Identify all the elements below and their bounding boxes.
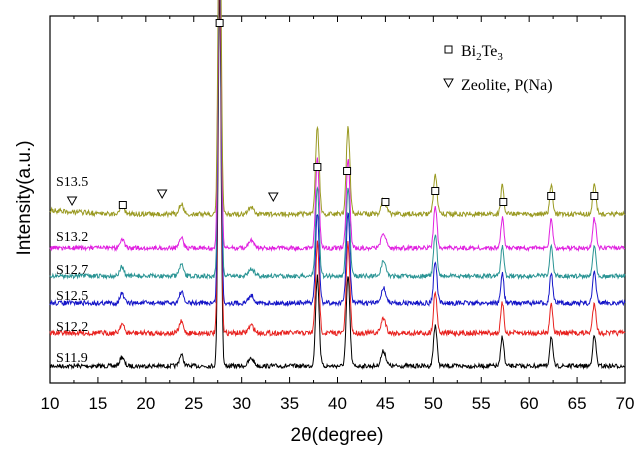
x-tick-label-35: 35 — [280, 394, 299, 413]
series-label-S13.5: S13.5 — [56, 175, 88, 190]
legend: Bi2Te3 Zeolite, P(Na) — [443, 43, 553, 94]
phase-markers — [66, 19, 599, 209]
series-line-S12.7 — [49, 0, 626, 281]
plot-frame — [49, 15, 626, 384]
legend-bi2te3-part3: Te — [482, 43, 498, 60]
series-line-S13.2 — [49, 0, 626, 253]
series-label-S12.5: S12.5 — [56, 289, 88, 304]
bi2te3-marker — [381, 198, 390, 206]
zeolite-marker — [156, 189, 168, 200]
legend-bi2te3-part1: Bi — [461, 43, 477, 60]
x-tick-label-70: 70 — [616, 394, 635, 413]
series-line-S12.5 — [49, 0, 626, 308]
y-axis-title: Intensity(a.u.) — [14, 140, 35, 255]
zeolite-marker — [66, 196, 78, 207]
x-tick-label-55: 55 — [472, 394, 491, 413]
legend-triangle-marker — [443, 78, 454, 89]
bi2te3-marker — [215, 19, 224, 27]
legend-bi2te3-part2: 2 — [476, 51, 482, 63]
x-tick-label-60: 60 — [520, 394, 539, 413]
bi2te3-marker — [118, 201, 127, 209]
series-labels: S11.9 S12.2 S12.5 S12.7 S13.2 S13.5 — [56, 175, 88, 366]
series-line-S11.9 — [49, 0, 626, 370]
zeolite-marker — [267, 192, 279, 203]
x-tick-label-20: 20 — [136, 394, 155, 413]
legend-square-marker — [444, 45, 453, 54]
bi2te3-marker — [590, 192, 599, 200]
bi2te3-marker — [547, 192, 556, 200]
legend-bi2te3-label: Bi2Te3 — [461, 43, 503, 63]
bi2te3-marker — [313, 163, 322, 171]
series-label-S13.2: S13.2 — [56, 230, 88, 245]
bi2te3-marker — [343, 167, 352, 175]
x-ticks: 10 15 20 25 30 35 40 45 50 55 60 65 70 — [41, 16, 635, 413]
x-axis-title: 2θ(degree) — [291, 425, 384, 446]
legend-zeolite-label: Zeolite, P(Na) — [461, 77, 553, 94]
x-tick-label-45: 45 — [376, 394, 395, 413]
x-tick-label-30: 30 — [232, 394, 251, 413]
x-tick-label-25: 25 — [184, 394, 203, 413]
x-tick-label-10: 10 — [41, 394, 60, 413]
x-tick-label-40: 40 — [328, 394, 347, 413]
legend-bi2te3-part4: 3 — [497, 51, 503, 63]
bi2te3-marker — [499, 198, 508, 206]
series-line-S13.5 — [49, 0, 626, 219]
series-label-S11.9: S11.9 — [56, 351, 88, 366]
x-tick-label-65: 65 — [568, 394, 587, 413]
x-tick-label-50: 50 — [424, 394, 443, 413]
bi2te3-marker — [431, 187, 440, 195]
series-line-S12.2 — [49, 0, 626, 338]
series-traces — [49, 0, 626, 370]
x-tick-label-15: 15 — [88, 394, 107, 413]
series-label-S12.7: S12.7 — [56, 263, 88, 278]
series-label-S12.2: S12.2 — [56, 320, 88, 335]
